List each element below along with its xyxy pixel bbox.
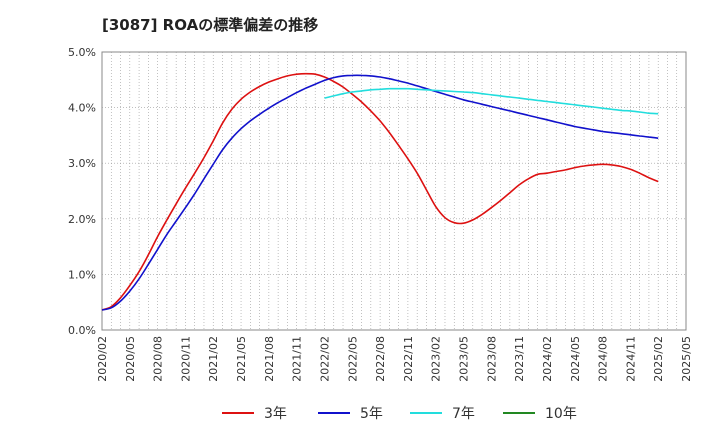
y-tick-label: 0.0% [68,324,96,337]
x-tick-label: 2021/02 [207,336,220,382]
series-lines [101,72,659,311]
y-tick-label: 2.0% [68,213,96,226]
series-line-5年 [101,74,659,311]
y-tick-label: 3.0% [68,157,96,170]
plot-area [101,51,687,331]
x-tick-label: 2020/11 [179,336,192,382]
x-tick-label: 2022/11 [402,336,415,382]
x-tick-label: 2025/05 [680,336,693,382]
x-tick-label: 2024/02 [541,336,554,382]
x-tick-label: 2021/05 [235,336,248,382]
legend-label: 5年 [360,406,383,422]
x-tick-label: 2022/02 [318,336,331,382]
x-tick-label: 2020/08 [152,336,165,382]
x-tick-label: 2022/05 [346,336,359,382]
x-tick-label: 2024/11 [624,336,637,382]
y-axis: 0.0% 1.0% 2.0% 3.0% 4.0% 5.0% [68,46,96,337]
x-tick-label: 2021/08 [263,336,276,382]
legend-label: 7年 [452,406,475,422]
series-line-7年 [324,87,659,115]
x-tick-label: 2024/05 [569,336,582,382]
x-tick-label: 2023/11 [513,336,526,382]
x-axis: 2020/02 2020/05 2020/08 2020/11 2021/02 2021/… [96,336,693,382]
x-tick-label: 2022/08 [374,336,387,382]
legend-label: 10年 [545,406,577,422]
x-tick-label: 2023/02 [430,336,443,382]
legend-label: 3年 [264,406,287,422]
y-tick-label: 4.0% [68,102,96,115]
x-tick-label: 2021/11 [291,336,304,382]
y-tick-label: 5.0% [68,46,96,59]
x-tick-label: 2024/08 [597,336,610,382]
chart-title: [3087] ROAの標準偏差の推移 [102,16,318,34]
series-line-3年 [101,72,659,311]
x-tick-label: 2020/05 [124,336,137,382]
y-tick-label: 1.0% [68,268,96,281]
x-tick-label: 2025/02 [652,336,665,382]
legend: 3年 5年 7年 10年 [222,406,577,422]
x-tick-label: 2020/02 [96,336,109,382]
x-tick-label: 2023/05 [458,336,471,382]
x-tick-label: 2023/08 [485,336,498,382]
